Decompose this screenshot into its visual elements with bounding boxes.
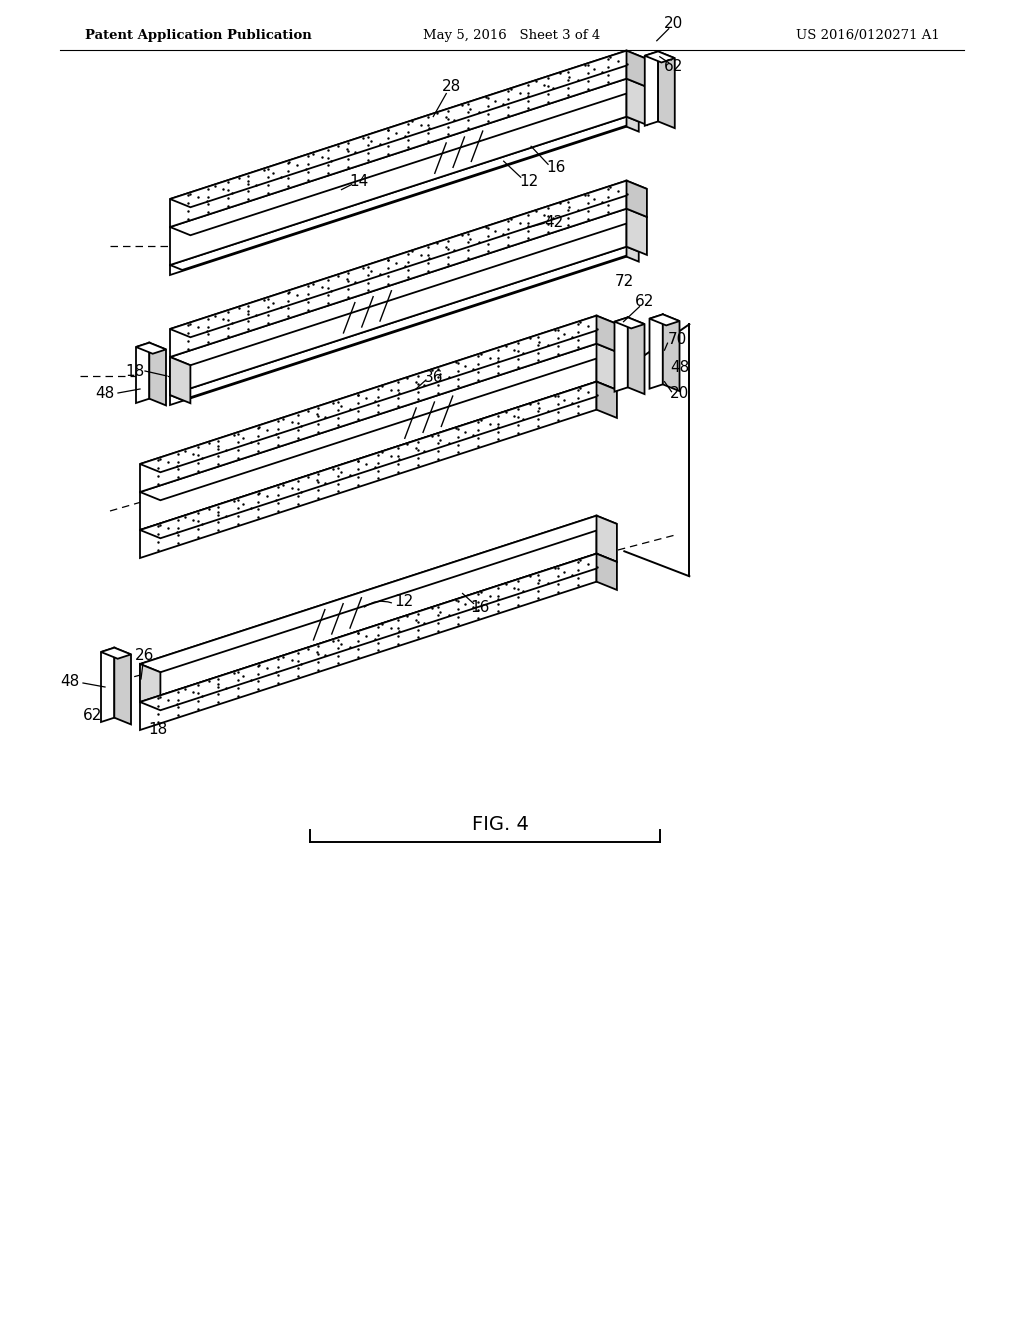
Polygon shape bbox=[597, 381, 616, 418]
Text: May 5, 2016   Sheet 3 of 4: May 5, 2016 Sheet 3 of 4 bbox=[423, 29, 601, 41]
Polygon shape bbox=[170, 79, 647, 235]
Text: 48: 48 bbox=[60, 675, 80, 689]
Polygon shape bbox=[627, 79, 647, 125]
Text: Patent Application Publication: Patent Application Publication bbox=[85, 29, 311, 41]
Text: 18: 18 bbox=[125, 363, 144, 379]
Text: 14: 14 bbox=[349, 174, 368, 189]
Polygon shape bbox=[140, 343, 597, 531]
Polygon shape bbox=[140, 553, 616, 710]
Polygon shape bbox=[140, 343, 616, 500]
Polygon shape bbox=[627, 116, 639, 132]
Polygon shape bbox=[627, 247, 639, 261]
Polygon shape bbox=[628, 317, 644, 395]
Text: 62: 62 bbox=[665, 59, 683, 74]
Polygon shape bbox=[614, 317, 628, 392]
Polygon shape bbox=[140, 315, 597, 492]
Polygon shape bbox=[170, 79, 627, 265]
Polygon shape bbox=[170, 181, 627, 356]
Text: 12: 12 bbox=[394, 594, 414, 610]
Text: 62: 62 bbox=[83, 708, 102, 722]
Polygon shape bbox=[170, 181, 647, 337]
Polygon shape bbox=[663, 314, 680, 391]
Polygon shape bbox=[140, 315, 616, 473]
Polygon shape bbox=[101, 648, 115, 722]
Text: 16: 16 bbox=[470, 601, 489, 615]
Text: 16: 16 bbox=[547, 160, 566, 174]
Polygon shape bbox=[597, 516, 616, 562]
Polygon shape bbox=[597, 553, 616, 590]
Text: 36: 36 bbox=[424, 370, 443, 384]
Polygon shape bbox=[140, 553, 597, 730]
Polygon shape bbox=[645, 51, 675, 62]
Polygon shape bbox=[597, 343, 616, 389]
Polygon shape bbox=[627, 50, 647, 87]
Text: 48: 48 bbox=[670, 360, 689, 375]
Polygon shape bbox=[645, 51, 658, 125]
Polygon shape bbox=[140, 381, 597, 558]
Text: US 2016/0120271 A1: US 2016/0120271 A1 bbox=[797, 29, 940, 41]
Polygon shape bbox=[170, 50, 627, 227]
Polygon shape bbox=[150, 343, 166, 405]
Text: 28: 28 bbox=[441, 79, 461, 94]
Polygon shape bbox=[170, 209, 627, 395]
Polygon shape bbox=[140, 381, 616, 539]
Polygon shape bbox=[101, 648, 131, 659]
Text: FIG. 4: FIG. 4 bbox=[472, 816, 528, 834]
Polygon shape bbox=[115, 648, 131, 725]
Text: 20: 20 bbox=[665, 16, 683, 32]
Text: 62: 62 bbox=[635, 294, 654, 309]
Text: 72: 72 bbox=[614, 275, 634, 289]
Polygon shape bbox=[170, 209, 647, 366]
Polygon shape bbox=[649, 314, 680, 326]
Text: 26: 26 bbox=[135, 648, 155, 663]
Polygon shape bbox=[627, 209, 647, 255]
Text: 42: 42 bbox=[545, 215, 563, 230]
Polygon shape bbox=[170, 50, 647, 207]
Polygon shape bbox=[597, 315, 616, 352]
Polygon shape bbox=[140, 664, 161, 710]
Polygon shape bbox=[170, 247, 639, 400]
Text: 70: 70 bbox=[668, 333, 687, 347]
Polygon shape bbox=[170, 116, 627, 275]
Polygon shape bbox=[140, 516, 597, 702]
Polygon shape bbox=[170, 247, 627, 405]
Polygon shape bbox=[649, 314, 663, 388]
Polygon shape bbox=[136, 343, 150, 403]
Text: 12: 12 bbox=[519, 174, 539, 189]
Polygon shape bbox=[658, 51, 675, 128]
Polygon shape bbox=[136, 343, 166, 354]
Text: 18: 18 bbox=[148, 722, 168, 738]
Polygon shape bbox=[627, 181, 647, 216]
Polygon shape bbox=[140, 516, 616, 672]
Polygon shape bbox=[170, 356, 190, 403]
Text: 20: 20 bbox=[670, 387, 689, 401]
Text: 48: 48 bbox=[95, 387, 115, 401]
Polygon shape bbox=[614, 317, 644, 329]
Polygon shape bbox=[170, 116, 639, 271]
